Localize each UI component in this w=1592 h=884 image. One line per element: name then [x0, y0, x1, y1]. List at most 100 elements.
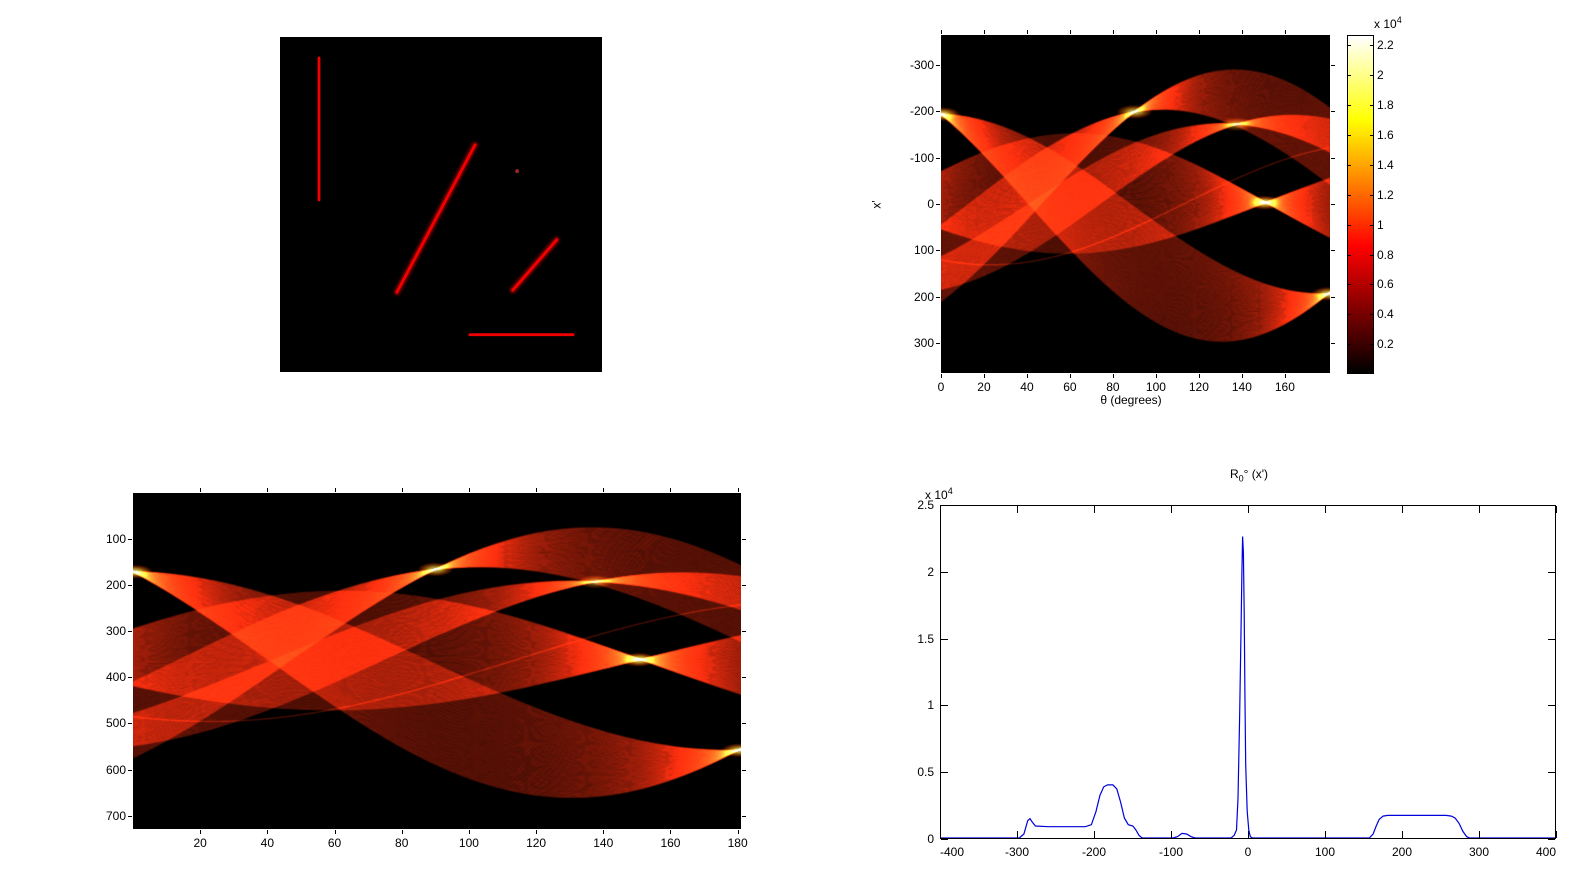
tick-mark	[1348, 254, 1351, 256]
tick-mark	[1556, 506, 1557, 513]
y-tick-label: -100	[909, 150, 934, 165]
panel-sinogram	[941, 35, 1330, 373]
colorbar-tick-label: 2	[1377, 68, 1384, 83]
tick-mark	[742, 769, 746, 771]
tick-mark	[737, 488, 739, 492]
tick-mark	[1331, 250, 1335, 252]
tick-mark	[1348, 194, 1351, 196]
tick-mark	[1370, 135, 1373, 137]
tick-mark	[1198, 374, 1200, 378]
tick-mark	[742, 539, 746, 541]
y-tick-label: 600	[105, 762, 126, 777]
tick-mark	[940, 506, 941, 513]
tick-mark	[128, 815, 132, 817]
tick-mark	[1479, 831, 1480, 838]
tick-mark	[941, 705, 948, 707]
x-tick-label: 20	[977, 380, 991, 394]
colorbar-tick-label: 0.8	[1377, 247, 1394, 262]
colorbar-tick-label: 1	[1377, 217, 1384, 232]
x-tick-label: 80	[395, 836, 409, 850]
tick-mark	[1370, 105, 1373, 107]
red-line-segment	[511, 238, 559, 292]
tick-mark	[1284, 30, 1286, 34]
tick-mark	[1017, 506, 1018, 513]
y-tick-label: 200	[105, 578, 126, 593]
tick-mark	[737, 830, 739, 834]
tick-mark	[936, 250, 940, 252]
tick-mark	[1348, 105, 1351, 107]
x-tick-label: 100	[458, 836, 479, 850]
tick-mark	[1241, 30, 1243, 34]
tick-mark	[334, 830, 336, 834]
y-tick-label: 100	[913, 243, 934, 258]
x-tick-label: 60	[327, 836, 342, 850]
tick-mark	[128, 769, 132, 771]
tick-mark	[1198, 30, 1200, 34]
tick-mark	[1370, 284, 1373, 286]
tick-mark	[1348, 75, 1351, 77]
sinogram-xlabel: θ (degrees)	[1100, 393, 1162, 407]
tick-mark	[1548, 638, 1555, 640]
x-tick-label: -300	[1004, 845, 1030, 859]
original-image-plot	[315, 54, 577, 338]
tick-mark	[1331, 296, 1335, 298]
tick-mark	[128, 723, 132, 725]
y-tick-label: 400	[105, 670, 126, 685]
tick-mark	[941, 30, 942, 34]
panel-profile	[940, 505, 1556, 839]
tick-mark	[1026, 30, 1028, 34]
profile-curve	[941, 536, 1555, 839]
y-tick-label: 0	[927, 197, 934, 211]
x-tick-label: 80	[1106, 380, 1120, 394]
y-tick-label: 100	[105, 532, 126, 547]
tick-mark	[1370, 45, 1373, 47]
tick-mark	[603, 830, 605, 834]
y-tick-label: 200	[913, 289, 934, 304]
tick-mark	[1241, 374, 1243, 378]
tick-mark	[1094, 831, 1095, 838]
tick-mark	[1348, 224, 1351, 226]
tick-mark	[401, 830, 403, 834]
tick-mark	[200, 830, 202, 834]
x-tick-label: 160	[1274, 380, 1295, 394]
y-tick-label: 300	[913, 335, 934, 350]
tick-mark	[1370, 344, 1373, 346]
tick-mark	[1548, 571, 1555, 573]
y-tick-label: 700	[105, 808, 126, 823]
tick-mark	[742, 585, 746, 587]
colorbar-scale-label: x 104	[1374, 15, 1402, 31]
x-tick-label: 120	[526, 836, 547, 850]
sinogram-rows-canvas	[133, 493, 741, 829]
x-tick-label: -400	[939, 845, 965, 859]
y-tick-label: 2	[927, 564, 934, 579]
tick-mark	[670, 830, 672, 834]
tick-mark	[468, 830, 470, 834]
tick-mark	[1370, 164, 1373, 166]
colorbar-tick-label: 1.2	[1377, 187, 1394, 202]
tick-mark	[1348, 45, 1351, 47]
red-dot	[515, 169, 519, 174]
tick-mark	[128, 585, 132, 587]
tick-mark	[267, 830, 269, 834]
tick-mark	[1402, 506, 1403, 513]
tick-mark	[1331, 157, 1335, 159]
tick-mark	[1325, 506, 1326, 513]
panel-original-image	[280, 37, 602, 372]
tick-mark	[267, 488, 269, 492]
colorbar	[1347, 35, 1374, 374]
x-tick-label: 40	[1020, 380, 1034, 394]
tick-mark	[1155, 30, 1157, 34]
y-tick-label: -300	[909, 58, 934, 73]
tick-mark	[1402, 831, 1403, 838]
x-tick-label: 120	[1188, 380, 1209, 394]
x-tick-label: 100	[1314, 845, 1336, 859]
x-tick-label: 200	[1391, 845, 1413, 859]
tick-mark	[1370, 314, 1373, 316]
tick-mark	[128, 539, 132, 541]
profile-plot	[941, 536, 1555, 839]
tick-mark	[941, 839, 948, 840]
tick-mark	[1171, 506, 1172, 513]
tick-mark	[983, 30, 985, 34]
tick-mark	[401, 488, 403, 492]
tick-mark	[1370, 75, 1373, 77]
